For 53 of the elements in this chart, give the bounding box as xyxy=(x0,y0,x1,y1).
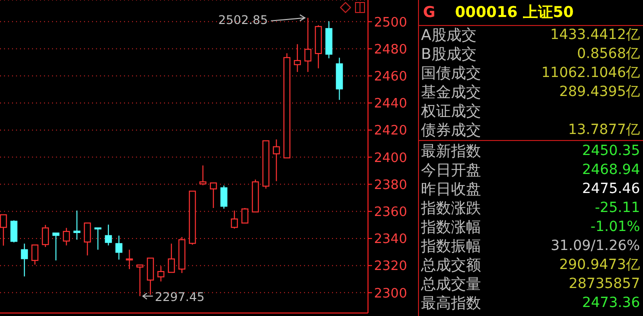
text: 31.09/1.26% xyxy=(550,238,640,254)
candlestick xyxy=(304,17,312,72)
category-label: 指数涨幅 xyxy=(421,218,481,237)
candlestick xyxy=(336,57,343,100)
category-label: 总成交额 xyxy=(421,256,481,275)
candlestick xyxy=(73,210,80,240)
text: -1.01% xyxy=(590,219,640,235)
category-label: 权证成交 xyxy=(421,102,481,121)
candlestick xyxy=(115,235,122,260)
category-label: 基金成交 xyxy=(421,83,481,102)
candlestick xyxy=(325,20,332,59)
category-label: B股成交 xyxy=(421,45,476,64)
category-label: 今日开盘 xyxy=(421,161,481,180)
text: 1433.4412亿 xyxy=(550,27,640,43)
text: 2475.46 xyxy=(582,181,640,197)
y-tick-label: 2460 xyxy=(374,69,408,84)
category-label: 最新指数 xyxy=(421,142,481,161)
category-label: 指数振幅 xyxy=(421,237,481,256)
candlestick xyxy=(126,249,133,270)
category-label: 最高指数 xyxy=(421,294,481,313)
y-tick-label: 2340 xyxy=(374,232,408,248)
y-tick-label: 2380 xyxy=(374,178,408,193)
text: 13.7877亿 xyxy=(568,122,640,138)
text: 2473.36 xyxy=(582,295,640,311)
y-tick-label: 2400 xyxy=(374,150,408,166)
category-label: A股成交 xyxy=(421,26,476,45)
category-label: 总成交量 xyxy=(421,275,481,294)
text: 28735857 xyxy=(568,276,640,292)
text: 2468.94 xyxy=(582,162,640,178)
category-label: 债券成交 xyxy=(421,121,481,140)
text: G xyxy=(423,3,436,21)
text: 000016 上证50 xyxy=(455,3,574,22)
text: 289.4395亿 xyxy=(559,84,640,100)
y-tick-label: 2320 xyxy=(374,259,408,274)
candlestick xyxy=(294,44,301,72)
y-tick-label: 2300 xyxy=(374,286,408,302)
y-tick-label: 2500 xyxy=(374,15,408,30)
candlestick xyxy=(20,243,28,277)
y-tick-label: 2360 xyxy=(374,204,408,220)
candlestick xyxy=(272,138,280,182)
annotation: 2297.45 xyxy=(154,290,205,304)
category-label: 国债成交 xyxy=(421,64,481,83)
category-label: 昨日收盘 xyxy=(421,180,481,199)
text: 2450.35 xyxy=(582,143,640,159)
text: 290.9473亿 xyxy=(559,257,640,273)
y-tick-label: 2440 xyxy=(374,96,408,112)
y-tick-label: 2420 xyxy=(374,124,408,139)
category-label: 指数涨跌 xyxy=(421,199,481,218)
text: 0.8568亿 xyxy=(577,46,640,62)
text: -25.11 xyxy=(594,200,640,216)
annotation: 2502.85 xyxy=(218,12,268,27)
y-tick-label: 2480 xyxy=(374,42,408,58)
text: 11062.1046亿 xyxy=(541,65,640,81)
